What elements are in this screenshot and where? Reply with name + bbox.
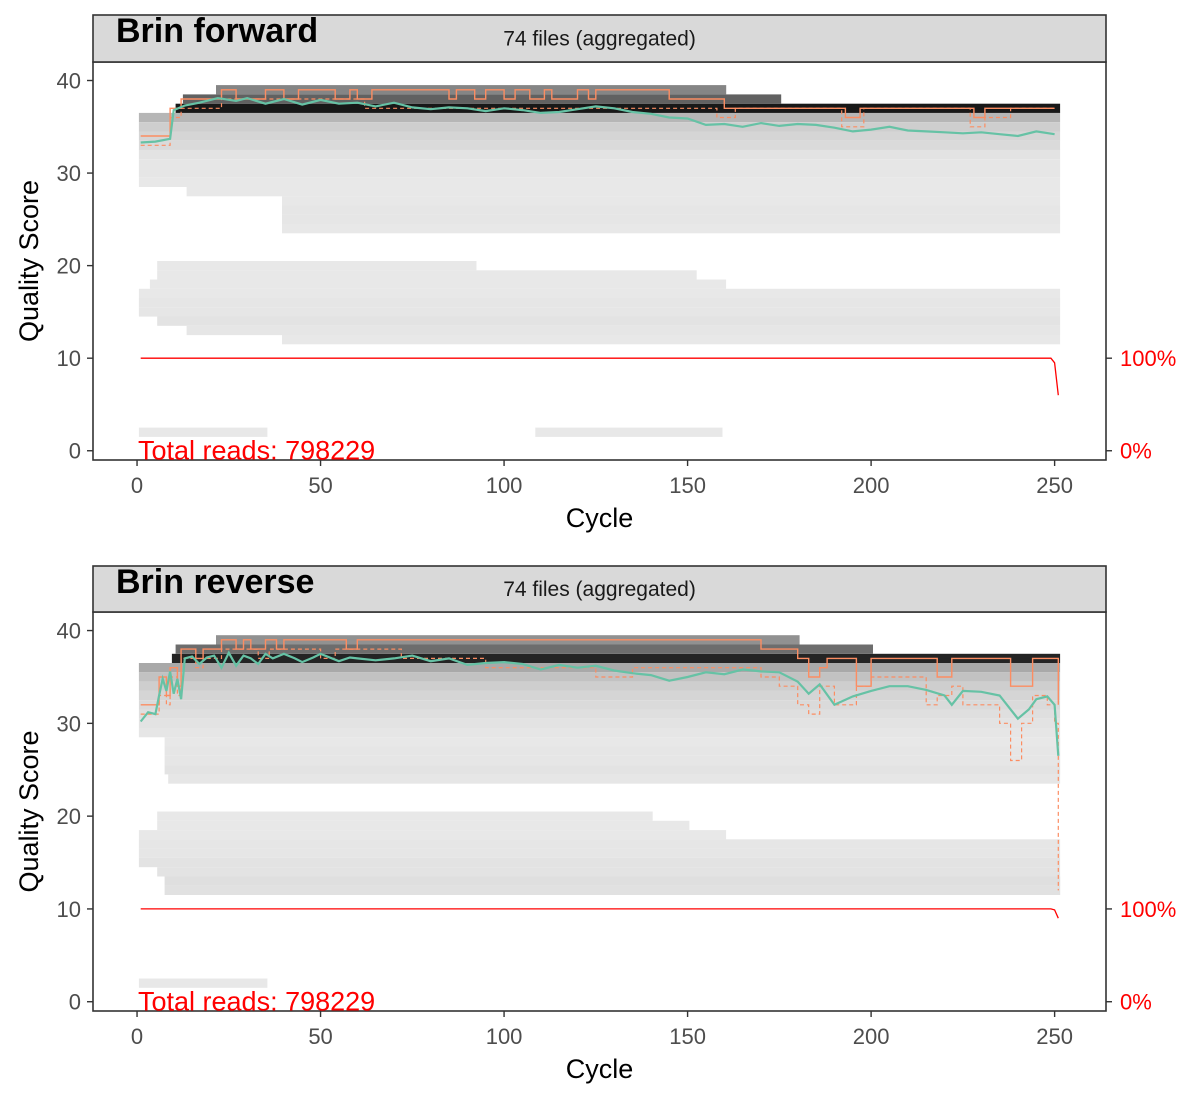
x-axis-title: Cycle (566, 1054, 634, 1084)
facet-strip (92, 14, 1107, 63)
heatmap-tile-band (138, 427, 268, 437)
y-axis-title: Quality Score (14, 180, 44, 342)
heatmap-tile-band (164, 737, 1061, 747)
heatmap-tile-band (164, 765, 1061, 775)
heatmap-tile-band (157, 316, 1061, 326)
heatmap-tile-band (168, 774, 1061, 784)
right-axis-label: 0% (1120, 439, 1152, 464)
heatmap-tile-band (138, 288, 1061, 299)
heatmap-tile-band (138, 307, 1061, 317)
heatmap-tile-band (186, 325, 1061, 336)
heatmap-tile-band (138, 857, 1061, 868)
heatmap-tile-band (157, 820, 690, 831)
heatmap-tile-band (138, 728, 1061, 738)
x-tick-label: 250 (1036, 473, 1073, 498)
total-reads-annotation: Total reads: 798229 (138, 987, 375, 1017)
y-tick-label: 20 (57, 254, 81, 279)
x-tick-label: 50 (308, 1024, 332, 1049)
reads-percent-line (140, 357, 1059, 396)
right-axis-label: 100% (1120, 346, 1176, 371)
x-tick-label: 200 (853, 473, 890, 498)
strip-label: 74 files (aggregated) (503, 578, 696, 601)
x-tick-label: 200 (853, 1024, 890, 1049)
x-tick-label: 150 (669, 473, 706, 498)
heatmap-tile-band (138, 848, 1061, 858)
y-tick-label: 40 (57, 619, 81, 644)
heatmap-tile-band (138, 978, 268, 988)
heatmap-tile-band (149, 279, 727, 289)
heatmap-tile-band (157, 867, 1061, 877)
heatmap-tile-band (138, 149, 1061, 160)
y-tick-label: 30 (57, 711, 81, 736)
x-tick-label: 0 (131, 1024, 143, 1049)
heatmap-tile-band (138, 718, 1061, 728)
y-tick-label: 40 (57, 69, 81, 94)
mean-quality-line (140, 96, 1055, 144)
heatmap-tile-band (175, 644, 874, 654)
heatmap-tile-band (535, 427, 723, 437)
heatmap-tile-band (164, 746, 1061, 756)
y-tick-label: 30 (57, 161, 81, 186)
heatmap-tile-band (138, 140, 1061, 150)
quartile-line-upper (140, 89, 1055, 137)
heatmap-tile-band (164, 755, 1061, 766)
total-reads-annotation: Total reads: 798229 (138, 436, 375, 466)
heatmap-tile-band (157, 261, 477, 271)
y-tick-label: 10 (57, 346, 81, 371)
reads-percent-line (140, 908, 1059, 919)
heatmap-tile-band (164, 876, 1061, 886)
heatmap-tile-band (138, 709, 1061, 719)
panel-title: Brin reverse (116, 563, 314, 601)
quartile-line-lower (140, 648, 1059, 891)
x-tick-label: 50 (308, 473, 332, 498)
heatmap-tile-band (164, 885, 1061, 895)
heatmap-tile-band (138, 298, 1061, 308)
heatmap-tile-band (171, 653, 1061, 664)
panel-title: Brin forward (116, 12, 318, 50)
heatmap-tile-band (282, 335, 1061, 345)
x-tick-label: 150 (669, 1024, 706, 1049)
heatmap-tile-band (138, 672, 1061, 682)
heatmap-tile-band (138, 131, 1061, 141)
x-tick-label: 250 (1036, 1024, 1073, 1049)
right-axis-label: 100% (1120, 897, 1176, 922)
heatmap-tile-band (138, 830, 727, 840)
heatmap-tile-band (138, 112, 1061, 123)
heatmap-tile-band (282, 196, 1061, 206)
heatmap-tile-band (138, 159, 1061, 169)
x-tick-label: 100 (486, 1024, 523, 1049)
x-axis-title: Cycle (566, 503, 634, 533)
heatmap-tile-band (138, 177, 1061, 187)
right-axis-label: 0% (1120, 990, 1152, 1015)
strip-label: 74 files (aggregated) (503, 28, 696, 51)
heatmap-tile-band (138, 839, 1061, 849)
heatmap-tile-band (138, 700, 1061, 710)
heatmap-tile-band (138, 690, 1061, 701)
quartile-line-upper (140, 639, 1059, 706)
y-tick-label: 20 (57, 804, 81, 829)
heatmap-tile-band (138, 168, 1061, 178)
heatmap-tile-band (186, 187, 1061, 197)
mean-quality-line (139, 650, 1060, 756)
x-tick-label: 0 (131, 473, 143, 498)
heatmap-tile-band (282, 224, 1061, 234)
y-tick-label: 0 (69, 990, 81, 1015)
heatmap-tile-band (157, 270, 697, 280)
heatmap-tile-band (282, 205, 1061, 215)
facet-strip (92, 565, 1107, 613)
heatmap-tile-band (157, 811, 653, 821)
x-tick-label: 100 (486, 473, 523, 498)
y-tick-label: 0 (69, 439, 81, 464)
y-axis-title: Quality Score (14, 730, 44, 892)
y-tick-label: 10 (57, 897, 81, 922)
heatmap-tile-band (138, 122, 1061, 132)
heatmap-tile-band (138, 681, 1061, 691)
heatmap-tile-band (282, 214, 1061, 224)
